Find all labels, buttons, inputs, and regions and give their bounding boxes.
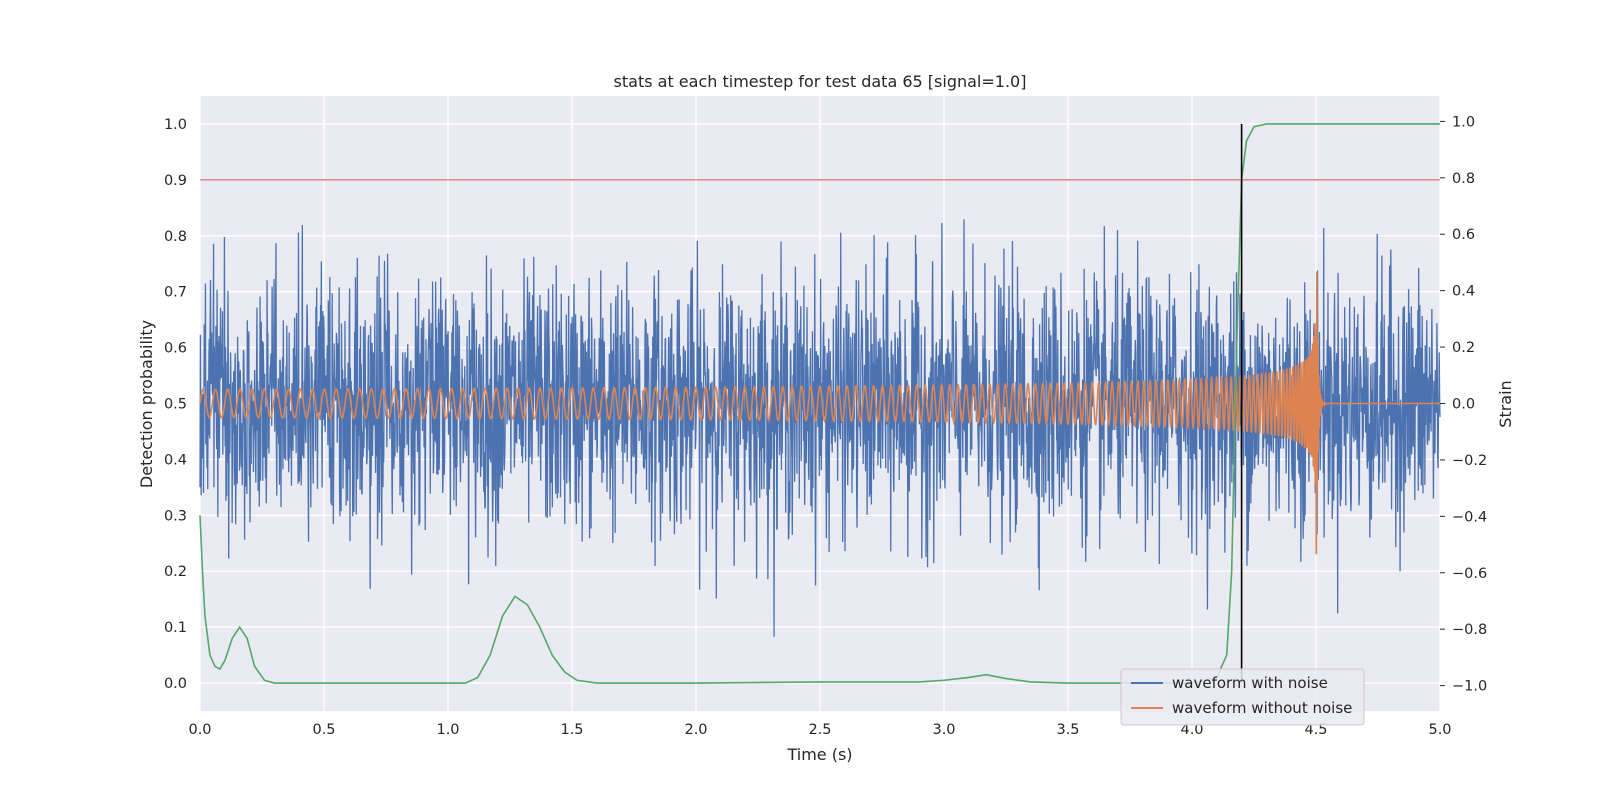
x-tick-label: 4.0 [1180, 722, 1203, 738]
legend-label-clean: waveform without noise [1172, 699, 1352, 717]
prob-layer [199, 123, 1440, 684]
clean-series-line [199, 272, 1440, 555]
clean-layer [199, 272, 1440, 555]
y-tick-label-right: 0.8 [1452, 171, 1475, 187]
y-tick-label-right: −0.6 [1452, 566, 1487, 582]
x-tick-label: 1.5 [560, 722, 583, 738]
y-tick-label-right: −1.0 [1452, 679, 1487, 695]
legend: waveform with noise waveform without noi… [1120, 668, 1365, 726]
x-tick-label: 0.5 [312, 722, 335, 738]
overlay-layer [200, 123, 1440, 684]
y-tick-label-left: 0.7 [164, 285, 187, 301]
y-tick-label-left: 0.8 [164, 229, 187, 245]
noise-series-line [199, 219, 1441, 637]
y-tick-label-left: 0.3 [164, 508, 187, 524]
y-tick-label-left: 1.0 [164, 117, 187, 133]
legend-label-noise: waveform with noise [1172, 674, 1328, 692]
x-tick-label: 3.0 [932, 722, 955, 738]
legend-box [1120, 668, 1365, 726]
noise-layer [199, 219, 1441, 637]
x-tick-label: 0.0 [188, 722, 211, 738]
x-tick-label: 2.0 [684, 722, 707, 738]
y-tick-label-left: 0.5 [164, 397, 187, 413]
x-axis-label: Time (s) [786, 745, 852, 764]
ticks: 0.0 0.5 1.0 1.5 2.0 2.5 3.0 3.5 4.0 4.5 5.0 0.0 0.1 0… [164, 114, 1487, 738]
y-tick-label-left: 0.6 [164, 341, 187, 357]
y-tick-label-right: 0.0 [1452, 397, 1475, 413]
y-tick-label-left: 0.0 [164, 676, 187, 692]
y-tick-label-left: 0.2 [164, 564, 187, 580]
y-tick-label-right: 0.2 [1452, 340, 1475, 356]
y-tick-label-right: 0.6 [1452, 227, 1475, 243]
x-tick-label: 3.5 [1056, 722, 1079, 738]
chart-title: stats at each timestep for test data 65 … [614, 72, 1027, 91]
y-tick-label-right: −0.8 [1452, 622, 1487, 638]
probability-series-line [199, 123, 1440, 684]
y-tick-label-right: −0.4 [1452, 509, 1487, 525]
y-tick-label-left: 0.9 [164, 173, 187, 189]
y-tick-label-right: −0.2 [1452, 453, 1487, 469]
y-axis-label-left: Detection probability [137, 320, 156, 488]
x-tick-label: 1.0 [436, 722, 459, 738]
x-tick-label: 5.0 [1428, 722, 1451, 738]
y-tick-label-right: 0.4 [1452, 284, 1475, 300]
y-tick-label-left: 0.4 [164, 452, 187, 468]
x-tick-label: 4.5 [1304, 722, 1327, 738]
y-tick-label-left: 0.1 [164, 620, 187, 636]
y-axis-label-right: Strain [1496, 380, 1515, 427]
x-tick-label: 2.5 [808, 722, 831, 738]
y-tick-label-right: 1.0 [1452, 114, 1475, 130]
